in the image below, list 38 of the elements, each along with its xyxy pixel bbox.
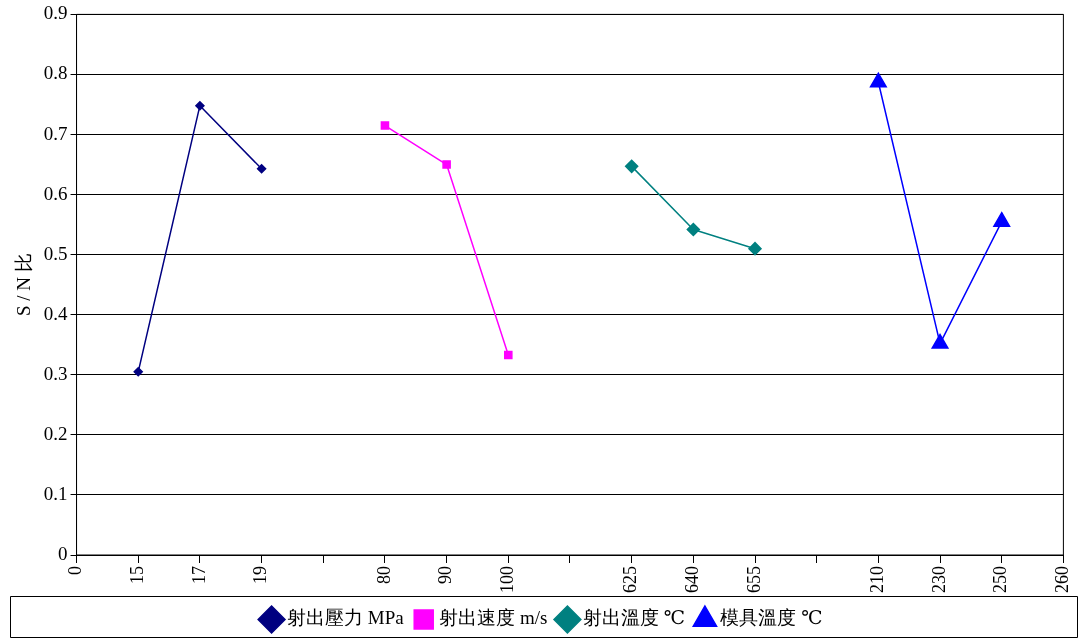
x-tick-label: 80	[373, 566, 394, 584]
point	[686, 222, 701, 237]
point	[195, 100, 205, 111]
x-tick-label: 210	[867, 566, 888, 593]
x-tick-label: 90	[435, 566, 456, 584]
y-tick-label: 0.9	[43, 2, 68, 24]
y-axis-title: S / N 比	[13, 253, 35, 317]
point	[133, 367, 143, 377]
y-tick-label: 0.5	[43, 242, 68, 264]
legend-label: 射出速度 m/s	[439, 607, 548, 629]
y-tick-label: 0.7	[43, 122, 68, 144]
point	[442, 160, 451, 169]
point	[380, 121, 390, 130]
x-tick-label: 230	[928, 566, 949, 593]
y-tick-label: 0.4	[43, 302, 69, 324]
x-tick-label: 17	[188, 566, 209, 584]
y-tick-label: 0	[58, 542, 68, 564]
point	[624, 159, 639, 174]
x-tick-label: 625	[620, 566, 641, 593]
y-tick-label: 0.8	[43, 62, 68, 84]
legend-label: 模具溫度 ℃	[720, 607, 823, 629]
x-tick-label: 19	[250, 566, 271, 584]
y-tick-label: 0.6	[43, 182, 68, 204]
y-tick-label: 0.2	[43, 422, 68, 444]
x-tick-label: 15	[126, 566, 147, 584]
point	[748, 241, 762, 256]
x-tick-label: 250	[990, 566, 1011, 593]
y-tick-label: 0.1	[43, 482, 68, 504]
x-tick-label: 640	[682, 566, 703, 593]
legend-label: 射出壓力 MPa	[287, 607, 405, 629]
y-tick-label: 0.3	[43, 362, 68, 384]
point	[504, 350, 513, 360]
point	[256, 164, 267, 174]
x-tick-label: 655	[743, 566, 764, 593]
legend-label: 射出溫度 ℃	[582, 607, 685, 629]
x-tick-label: 100	[497, 566, 518, 593]
x-tick-label: 260	[1052, 566, 1073, 593]
x-tick-label: 0	[65, 566, 86, 575]
